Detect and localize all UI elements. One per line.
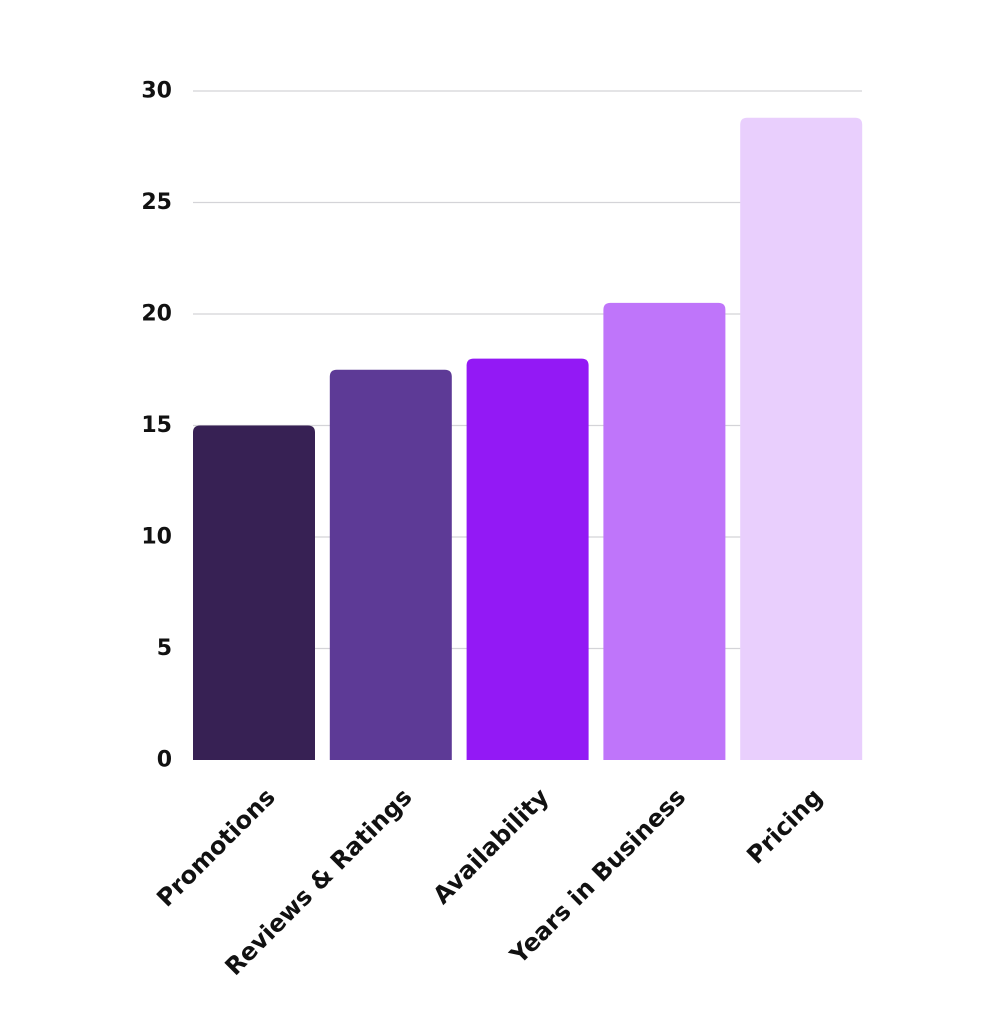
bar-promotions xyxy=(193,425,315,760)
x-category-label: Availability xyxy=(428,783,555,910)
bar-years-in-business xyxy=(603,302,726,760)
y-tick-label: 30 xyxy=(141,79,172,104)
y-tick-label: 15 xyxy=(141,413,172,438)
bar-reviews-ratings xyxy=(329,369,452,760)
y-axis-ticks: 0 5 10 15 20 25 30 xyxy=(141,79,172,773)
bar-pricing xyxy=(740,117,863,760)
y-tick-label: 0 xyxy=(157,748,172,773)
y-tick-label: 20 xyxy=(141,302,172,327)
x-category-label: Pricing xyxy=(741,783,828,870)
y-tick-label: 10 xyxy=(141,525,172,550)
y-tick-label: 5 xyxy=(157,636,172,661)
bar-availability xyxy=(466,358,589,760)
x-category-label: Promotions xyxy=(151,783,280,912)
bars xyxy=(193,117,863,760)
y-tick-label: 25 xyxy=(141,190,172,215)
